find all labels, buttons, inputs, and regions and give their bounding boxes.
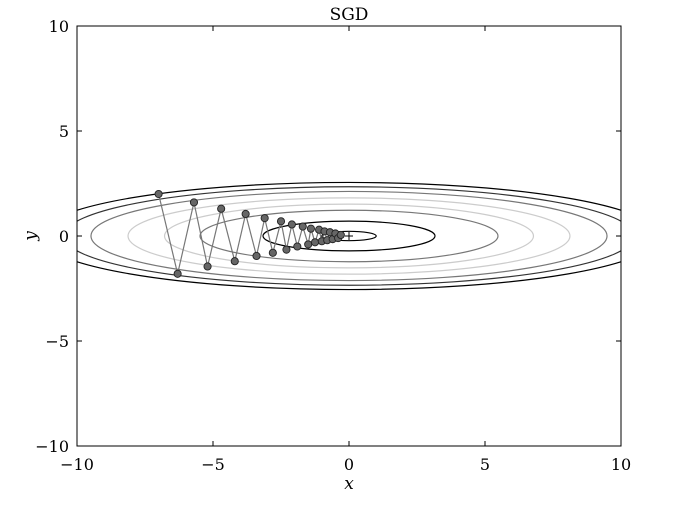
path-point — [217, 204, 226, 213]
y-tick-label: −10 — [35, 437, 69, 456]
axis-ticks — [76, 25, 622, 447]
path-point — [293, 242, 302, 251]
contour-level-0 — [321, 230, 377, 242]
path-point — [189, 198, 199, 207]
contour-level-1 — [262, 220, 436, 252]
x-tick-label: −5 — [201, 455, 225, 474]
x-tick-label: 10 — [611, 455, 631, 474]
contour-level-5 — [90, 190, 608, 282]
path-point — [203, 262, 212, 271]
x-tick-label: −10 — [60, 455, 94, 474]
y-axis-label: y — [21, 231, 41, 242]
axis-tick-labels: −10 −5 0 5 10 −10 −5 0 5 10 — [35, 17, 631, 474]
path-point — [306, 224, 315, 233]
path-point — [336, 230, 345, 239]
x-axis-label: x — [344, 474, 354, 494]
path-point — [230, 257, 239, 266]
path-point — [287, 220, 296, 229]
x-tick-label: 5 — [480, 455, 490, 474]
contour-level-7 — [77, 181, 621, 291]
y-tick-label: 5 — [59, 122, 69, 141]
contour-level-3 — [163, 203, 535, 269]
path-point — [310, 238, 320, 247]
path-point — [268, 248, 277, 257]
y-tick-label: 0 — [59, 227, 69, 246]
path-point — [304, 240, 313, 249]
x-tick-label: 0 — [344, 455, 354, 474]
path-point — [252, 251, 261, 260]
y-tick-label: −5 — [45, 332, 69, 351]
contour-level-6 — [77, 186, 621, 286]
path-point — [276, 217, 286, 226]
path-point — [260, 214, 269, 223]
path-point — [173, 269, 182, 278]
optimizer-points — [154, 189, 345, 278]
y-tick-label: 10 — [49, 17, 69, 36]
contour-lines — [77, 181, 621, 291]
path-point — [241, 209, 250, 218]
contour-level-2 — [199, 209, 499, 263]
path-point — [154, 189, 163, 199]
path-point — [298, 222, 307, 231]
minimum-marker — [345, 232, 353, 240]
path-point — [282, 245, 291, 254]
contour-level-4 — [127, 197, 571, 275]
chart-title: SGD — [330, 5, 369, 25]
